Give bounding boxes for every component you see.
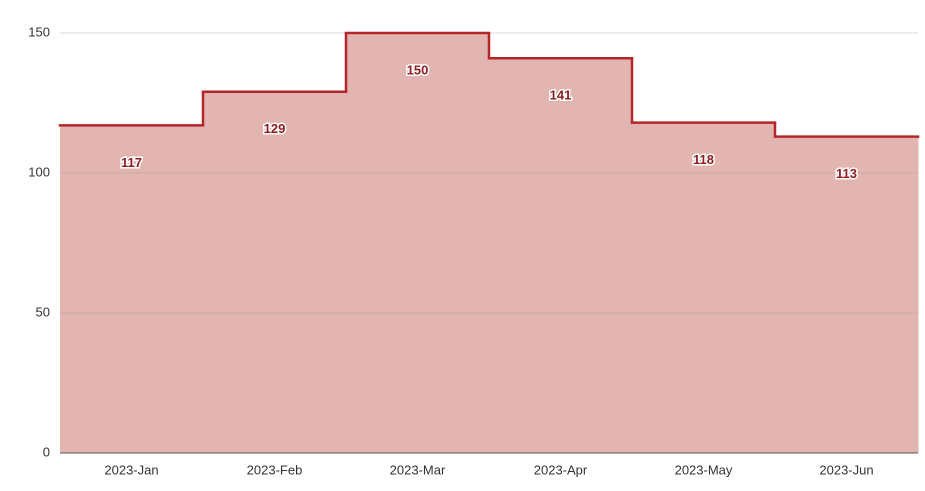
data-label: 141: [550, 88, 572, 103]
area-segment: [632, 122, 776, 453]
x-tick-label: 2023-Apr: [534, 462, 588, 477]
data-label: 150: [407, 62, 429, 77]
data-label: 113: [836, 166, 857, 181]
x-tick-label: 2023-Mar: [390, 462, 446, 477]
y-tick-label: 50: [36, 304, 50, 319]
y-tick-label: 150: [28, 24, 50, 39]
area-segment: [775, 136, 919, 453]
x-tick-label: 2023-Feb: [247, 462, 303, 477]
area-segment: [346, 33, 490, 453]
area-segment: [489, 58, 633, 453]
area-segment: [203, 91, 347, 454]
data-label: 117: [121, 155, 142, 170]
x-tick-label: 2023-Jun: [819, 462, 873, 477]
data-label: 118: [693, 152, 714, 167]
y-tick-label: 0: [43, 444, 50, 459]
area-segment: [60, 125, 204, 454]
x-tick-label: 2023-Jan: [104, 462, 158, 477]
data-label: 129: [264, 121, 286, 136]
y-tick-label: 100: [28, 164, 50, 179]
x-tick-label: 2023-May: [675, 462, 733, 477]
